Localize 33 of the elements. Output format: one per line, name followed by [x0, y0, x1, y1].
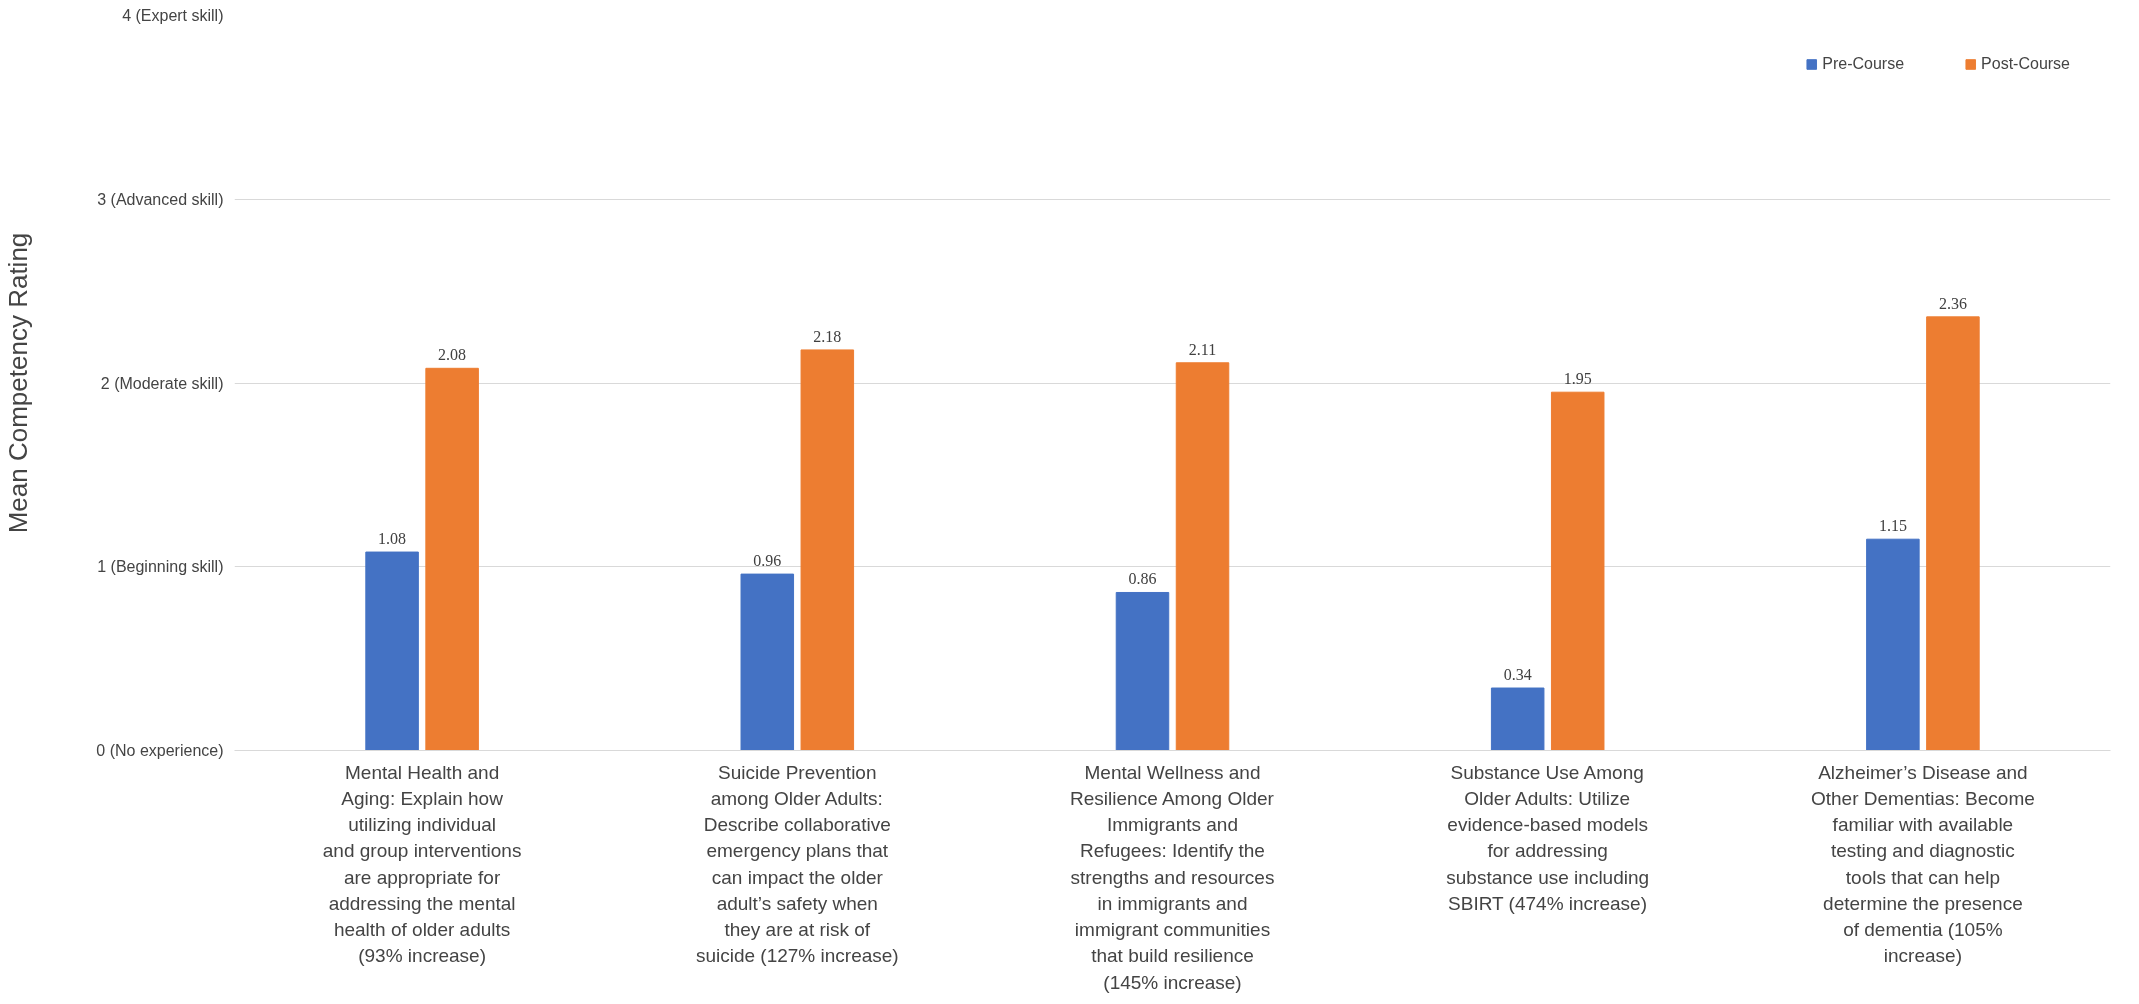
data-label: 1.08 — [378, 530, 407, 548]
x-tick-label: Mental Health and Aging: Explain how utilizing individual and group interventions are appropriate for addressing the mental health of older adults (93% increase) — [322, 761, 522, 967]
bar — [1866, 538, 1920, 751]
data-label: 0.86 — [1128, 570, 1157, 588]
data-label: 0.34 — [1503, 666, 1532, 684]
x-tick-label: Alzheimer’s Disease and Other Dementias: Become familiar with available testing and diagnostic tools that can help determine the presence of dementia (105% increase) — [1810, 761, 2035, 967]
bar — [740, 573, 795, 751]
bar — [1115, 591, 1170, 751]
data-label: 1.15 — [1878, 517, 1907, 535]
data-label: 2.36 — [1938, 294, 1967, 312]
category-label: Mental Wellness and Resilience Among Older Immigrants and Refugees: Identify the strengths and resources in immigrants and immigrant communities that build resilience (145% increase) — [1070, 761, 1275, 993]
data-label: 2.18 — [813, 327, 842, 345]
x-tick-label: Substance Use Among Older Adults: Utilize evidence-based models for addressing substance use including SBIRT (474% increase) — [1446, 761, 1650, 914]
y-axis-title: Mean Competency Rating — [3, 232, 34, 534]
legend-label: Post-Course — [1981, 55, 2070, 73]
bar — [1175, 362, 1230, 751]
bar — [1926, 316, 1980, 751]
bar — [800, 349, 855, 751]
bar — [425, 367, 479, 751]
data-label: 1.95 — [1563, 370, 1592, 388]
y-tick-label: 4 (Expert skill) — [122, 7, 224, 24]
y-tick-label: 1 (Beginning skill) — [97, 558, 224, 576]
y-tick-label: 2 (Moderate skill) — [100, 374, 224, 392]
x-tick-label: Suicide Prevention among Older Adults: Describe collaborative emergency plans that can impact the older adult’s safety when they are at risk of suicide (127% increase) — [695, 761, 899, 967]
legend-label: Pre-Course — [1822, 55, 1905, 73]
data-label: 0.96 — [753, 552, 782, 570]
y-tick-label: 3 (Advanced skill) — [97, 190, 224, 208]
bar — [365, 551, 419, 751]
bar — [1490, 687, 1545, 751]
data-label: 2.11 — [1188, 340, 1217, 358]
data-label: 2.08 — [438, 346, 467, 364]
y-tick-label: 0 (No experience) — [96, 742, 224, 759]
bar — [1550, 391, 1605, 751]
